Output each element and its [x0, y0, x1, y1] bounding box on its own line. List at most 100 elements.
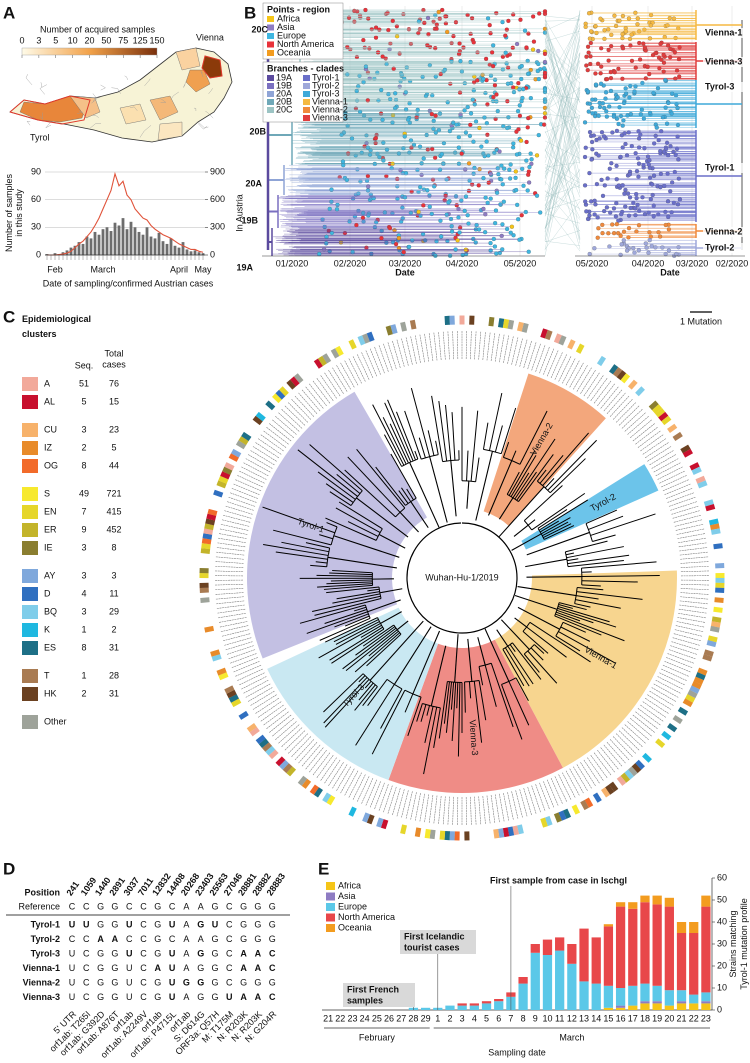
sample-point — [496, 172, 501, 177]
cluster-square — [376, 817, 384, 828]
base: G — [154, 901, 161, 911]
cluster-square — [203, 528, 214, 535]
sample-point — [468, 111, 474, 116]
cluster-swatch — [22, 523, 38, 537]
tanglegram-link — [544, 92, 581, 241]
tanglegram-link — [544, 14, 581, 31]
sample-point — [645, 64, 650, 69]
sample-point — [483, 212, 488, 217]
sample-point — [528, 151, 533, 156]
sample-point — [585, 89, 591, 94]
sample-name — [662, 479, 689, 492]
sample-point — [626, 235, 631, 240]
y2-tick-label: 10 — [717, 982, 727, 992]
sample-name — [655, 462, 681, 477]
sample-point — [433, 74, 438, 79]
bar-segment — [640, 1003, 650, 1010]
tree-branch — [544, 478, 555, 489]
sample-point — [583, 199, 588, 204]
sample-point — [536, 132, 541, 138]
sample-point — [666, 214, 671, 219]
sample-point — [582, 183, 588, 188]
tree-branch — [523, 653, 540, 673]
sample-point — [600, 222, 605, 227]
sample-point — [623, 86, 628, 91]
tree-branch — [353, 606, 367, 612]
clade-label: 19A — [236, 262, 253, 272]
base: U — [126, 992, 133, 1002]
cluster-square — [275, 756, 286, 767]
sample-name — [593, 752, 612, 776]
sample-name — [543, 781, 555, 808]
base: G — [97, 963, 104, 973]
sample-name — [662, 664, 689, 677]
sample-point — [491, 43, 496, 48]
sample-point — [582, 154, 588, 160]
sample-name — [419, 793, 425, 822]
sample-point — [352, 8, 357, 13]
cluster-label: BQ — [44, 606, 57, 616]
legend-label: Vienna-1 — [312, 96, 348, 106]
sample-point — [415, 107, 420, 112]
sample-point — [497, 149, 502, 154]
sample-point — [479, 144, 484, 149]
cluster-square — [682, 448, 693, 458]
cluster-square — [558, 810, 567, 821]
tree-branch — [316, 574, 373, 577]
annotation-box — [400, 930, 476, 954]
tanglegram-link — [544, 25, 581, 186]
base: U — [169, 948, 176, 958]
base: C — [140, 963, 147, 973]
tree-arc — [393, 624, 402, 635]
cluster-square — [409, 319, 417, 330]
sample-name — [224, 510, 252, 519]
cluster-label: S — [44, 488, 50, 498]
sample-point — [517, 237, 522, 242]
base: U — [69, 919, 76, 929]
sample-name — [649, 690, 674, 706]
sample-name — [218, 617, 247, 623]
bar — [85, 236, 89, 255]
sample-point — [675, 202, 681, 207]
sample-point — [430, 146, 435, 152]
sample-point — [636, 129, 641, 134]
sample-point — [417, 144, 423, 149]
colorbar-tick-label: 3 — [36, 35, 41, 45]
sample-name — [457, 331, 459, 360]
x-tick-label: 7 — [508, 1013, 513, 1023]
region — [175, 47, 201, 71]
base: C — [169, 934, 176, 944]
sample-point — [587, 251, 592, 257]
region — [149, 95, 179, 121]
sample-point — [429, 111, 434, 117]
sample-name — [215, 596, 244, 600]
cluster-square — [414, 827, 422, 838]
sample-point — [390, 113, 396, 118]
bar — [165, 243, 169, 255]
tanglegram-link — [544, 190, 581, 232]
sample-name — [674, 519, 703, 527]
sample-point — [582, 120, 588, 125]
sample-name — [490, 333, 496, 361]
legend-label: Europe — [338, 901, 367, 911]
sample-point — [456, 215, 461, 220]
sample-name — [320, 757, 337, 781]
sample-name — [219, 621, 248, 628]
sample-point — [508, 230, 513, 235]
bar-segment — [689, 994, 699, 1004]
cluster-square — [366, 814, 375, 825]
sample-point — [488, 31, 493, 36]
cluster-square — [226, 689, 237, 699]
sample-point — [458, 59, 463, 64]
cluster-square — [715, 587, 725, 593]
sample-point — [384, 147, 390, 152]
cluster-total: 721 — [106, 488, 121, 498]
legend-swatch — [267, 99, 274, 105]
tyrol-outline — [9, 95, 91, 125]
sample-point — [417, 27, 422, 32]
sample-name — [511, 791, 519, 819]
tree-branch — [435, 440, 439, 455]
sample-point — [473, 240, 478, 245]
cluster-square — [293, 373, 304, 384]
cluster-square — [695, 672, 706, 681]
